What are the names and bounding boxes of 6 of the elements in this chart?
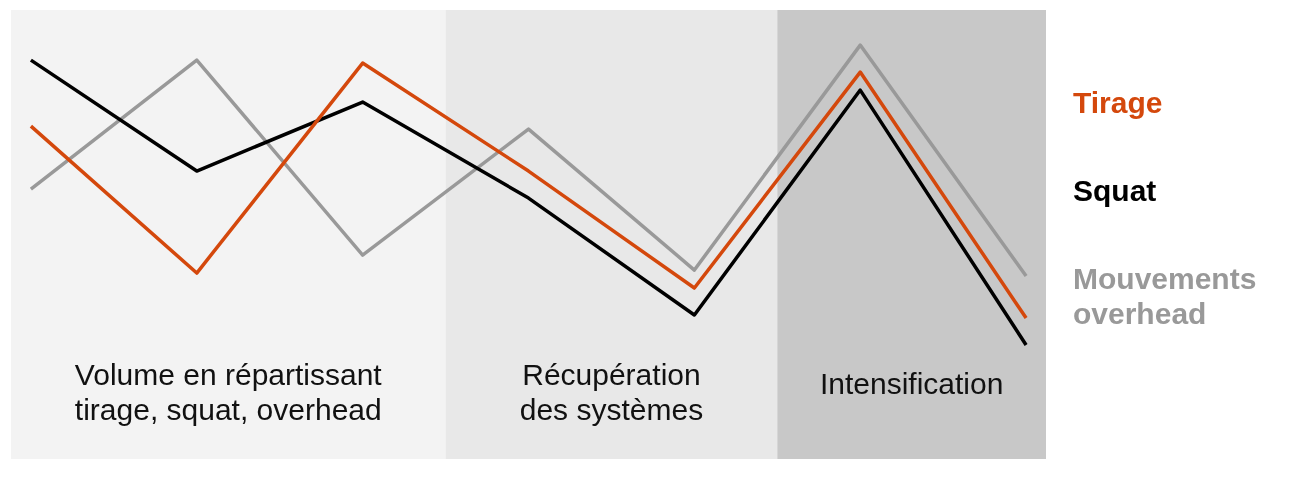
text: Squat <box>1073 174 1157 207</box>
text: Volume en répartissant tirage, squat, overhead <box>74 358 383 427</box>
series-label: Mouvements overhead <box>1073 262 1257 330</box>
text: Tirage <box>1073 86 1163 119</box>
text: Intensification <box>819 367 1004 401</box>
text: Récupération des systèmes <box>519 358 704 427</box>
